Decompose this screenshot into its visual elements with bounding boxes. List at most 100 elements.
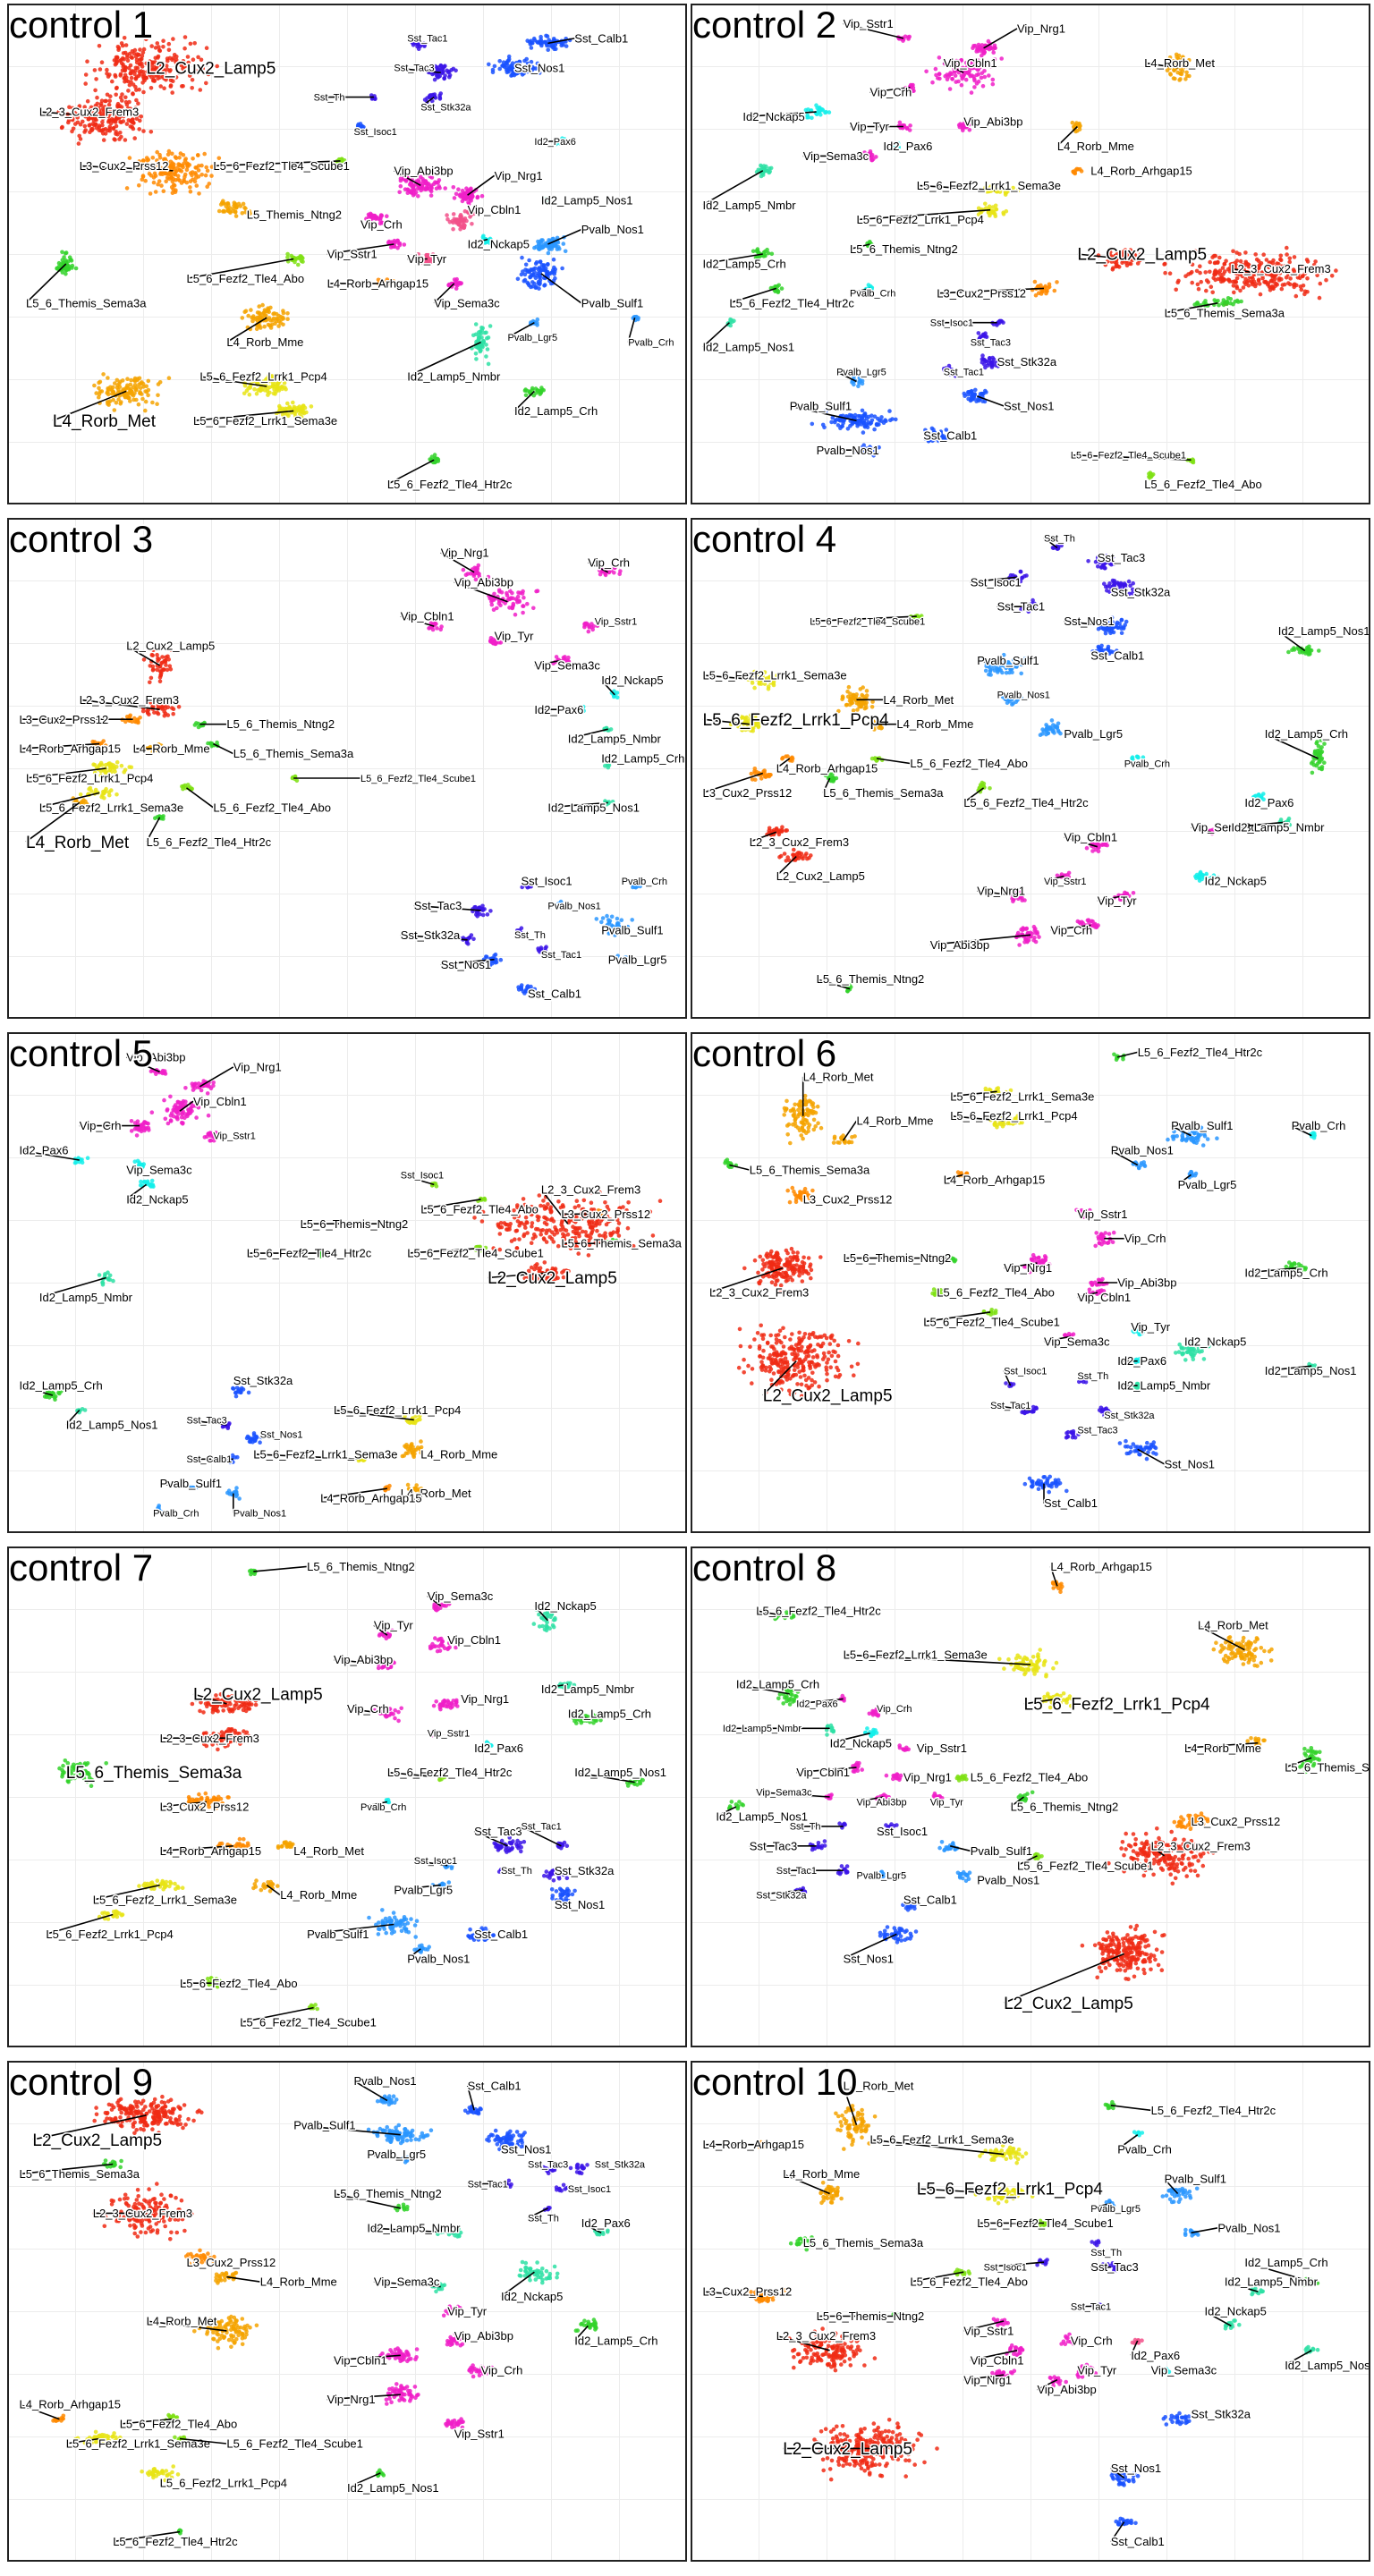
data-point bbox=[196, 724, 201, 730]
data-point bbox=[141, 657, 147, 662]
data-point bbox=[463, 572, 469, 577]
data-point bbox=[763, 775, 768, 779]
data-point bbox=[471, 573, 477, 578]
data-point bbox=[523, 262, 529, 267]
data-point bbox=[140, 158, 146, 163]
data-point bbox=[241, 201, 246, 207]
data-point bbox=[75, 115, 80, 120]
cluster-points bbox=[56, 89, 154, 146]
cluster-label: Sst_Stk32a bbox=[997, 355, 1057, 369]
label-leader-line bbox=[1070, 453, 1192, 461]
data-point bbox=[93, 111, 98, 115]
data-point bbox=[554, 655, 559, 659]
data-point bbox=[143, 399, 148, 404]
data-point bbox=[528, 275, 532, 279]
data-point bbox=[131, 69, 135, 73]
data-point bbox=[454, 191, 459, 197]
label-leader-line bbox=[1077, 253, 1124, 260]
data-point bbox=[141, 72, 147, 77]
data-point bbox=[1209, 284, 1214, 290]
data-point bbox=[1322, 760, 1327, 765]
data-point bbox=[165, 56, 170, 61]
data-point bbox=[860, 416, 864, 420]
cluster-points bbox=[90, 739, 108, 749]
data-point bbox=[974, 81, 980, 86]
data-point bbox=[124, 102, 130, 107]
data-point bbox=[867, 414, 871, 419]
data-point bbox=[99, 794, 104, 800]
data-point bbox=[1016, 896, 1021, 902]
data-point bbox=[1256, 277, 1261, 283]
data-point bbox=[149, 74, 154, 80]
data-point bbox=[630, 918, 634, 922]
data-point bbox=[1096, 845, 1101, 851]
data-point bbox=[64, 267, 70, 272]
data-point bbox=[1108, 626, 1113, 631]
data-point bbox=[55, 266, 60, 271]
data-point bbox=[1107, 581, 1112, 586]
cluster-points bbox=[1165, 52, 1192, 82]
data-point bbox=[103, 770, 107, 775]
data-point bbox=[1084, 927, 1089, 932]
data-point bbox=[98, 103, 104, 108]
data-point bbox=[1247, 275, 1252, 280]
data-point bbox=[66, 120, 71, 125]
data-point bbox=[638, 884, 642, 889]
data-point bbox=[78, 122, 83, 127]
data-point bbox=[411, 43, 416, 47]
data-point bbox=[516, 590, 521, 595]
data-point bbox=[984, 664, 988, 668]
data-point bbox=[1108, 649, 1114, 654]
data-point bbox=[92, 68, 98, 72]
data-point bbox=[187, 73, 192, 78]
data-point bbox=[122, 76, 126, 80]
data-point bbox=[1007, 188, 1013, 193]
data-point bbox=[610, 928, 615, 932]
data-point bbox=[1285, 266, 1290, 271]
data-point bbox=[1310, 759, 1315, 764]
data-point bbox=[1234, 275, 1240, 281]
data-point bbox=[519, 926, 524, 930]
data-point bbox=[157, 657, 161, 662]
data-point bbox=[767, 675, 772, 680]
data-point bbox=[1241, 285, 1246, 290]
label-leader-line bbox=[440, 552, 475, 573]
data-point bbox=[1141, 755, 1146, 759]
data-point bbox=[1297, 267, 1302, 272]
data-point bbox=[266, 306, 270, 311]
data-point bbox=[114, 377, 120, 383]
data-point bbox=[221, 201, 225, 206]
cluster-points bbox=[216, 199, 252, 218]
data-point bbox=[972, 85, 977, 89]
cluster-label: Id2_Lamp5_Nos1 bbox=[547, 801, 640, 814]
data-point bbox=[510, 72, 514, 78]
data-point bbox=[1050, 729, 1056, 734]
data-point bbox=[192, 41, 197, 46]
data-point bbox=[1111, 589, 1115, 594]
data-point bbox=[106, 386, 110, 391]
data-point bbox=[1018, 569, 1023, 574]
data-point bbox=[1046, 731, 1050, 736]
data-point bbox=[860, 378, 865, 384]
data-point bbox=[1260, 270, 1265, 275]
data-point bbox=[869, 285, 875, 291]
data-point bbox=[433, 456, 437, 461]
data-point bbox=[515, 594, 521, 599]
data-point bbox=[164, 179, 168, 184]
data-point bbox=[1231, 284, 1236, 288]
data-point bbox=[60, 261, 65, 266]
data-point bbox=[1216, 875, 1221, 880]
data-point bbox=[150, 750, 155, 754]
data-point bbox=[1018, 579, 1023, 584]
cluster-label: Id2_Lamp5_Crh bbox=[514, 404, 598, 418]
data-point bbox=[1224, 258, 1228, 264]
data-point bbox=[1263, 280, 1268, 285]
data-point bbox=[77, 133, 81, 139]
data-point bbox=[944, 436, 949, 440]
data-point bbox=[291, 400, 295, 405]
label-leader-line bbox=[702, 253, 763, 265]
data-point bbox=[124, 109, 130, 114]
data-point bbox=[224, 204, 228, 208]
data-point bbox=[257, 304, 262, 309]
data-point bbox=[103, 743, 108, 748]
